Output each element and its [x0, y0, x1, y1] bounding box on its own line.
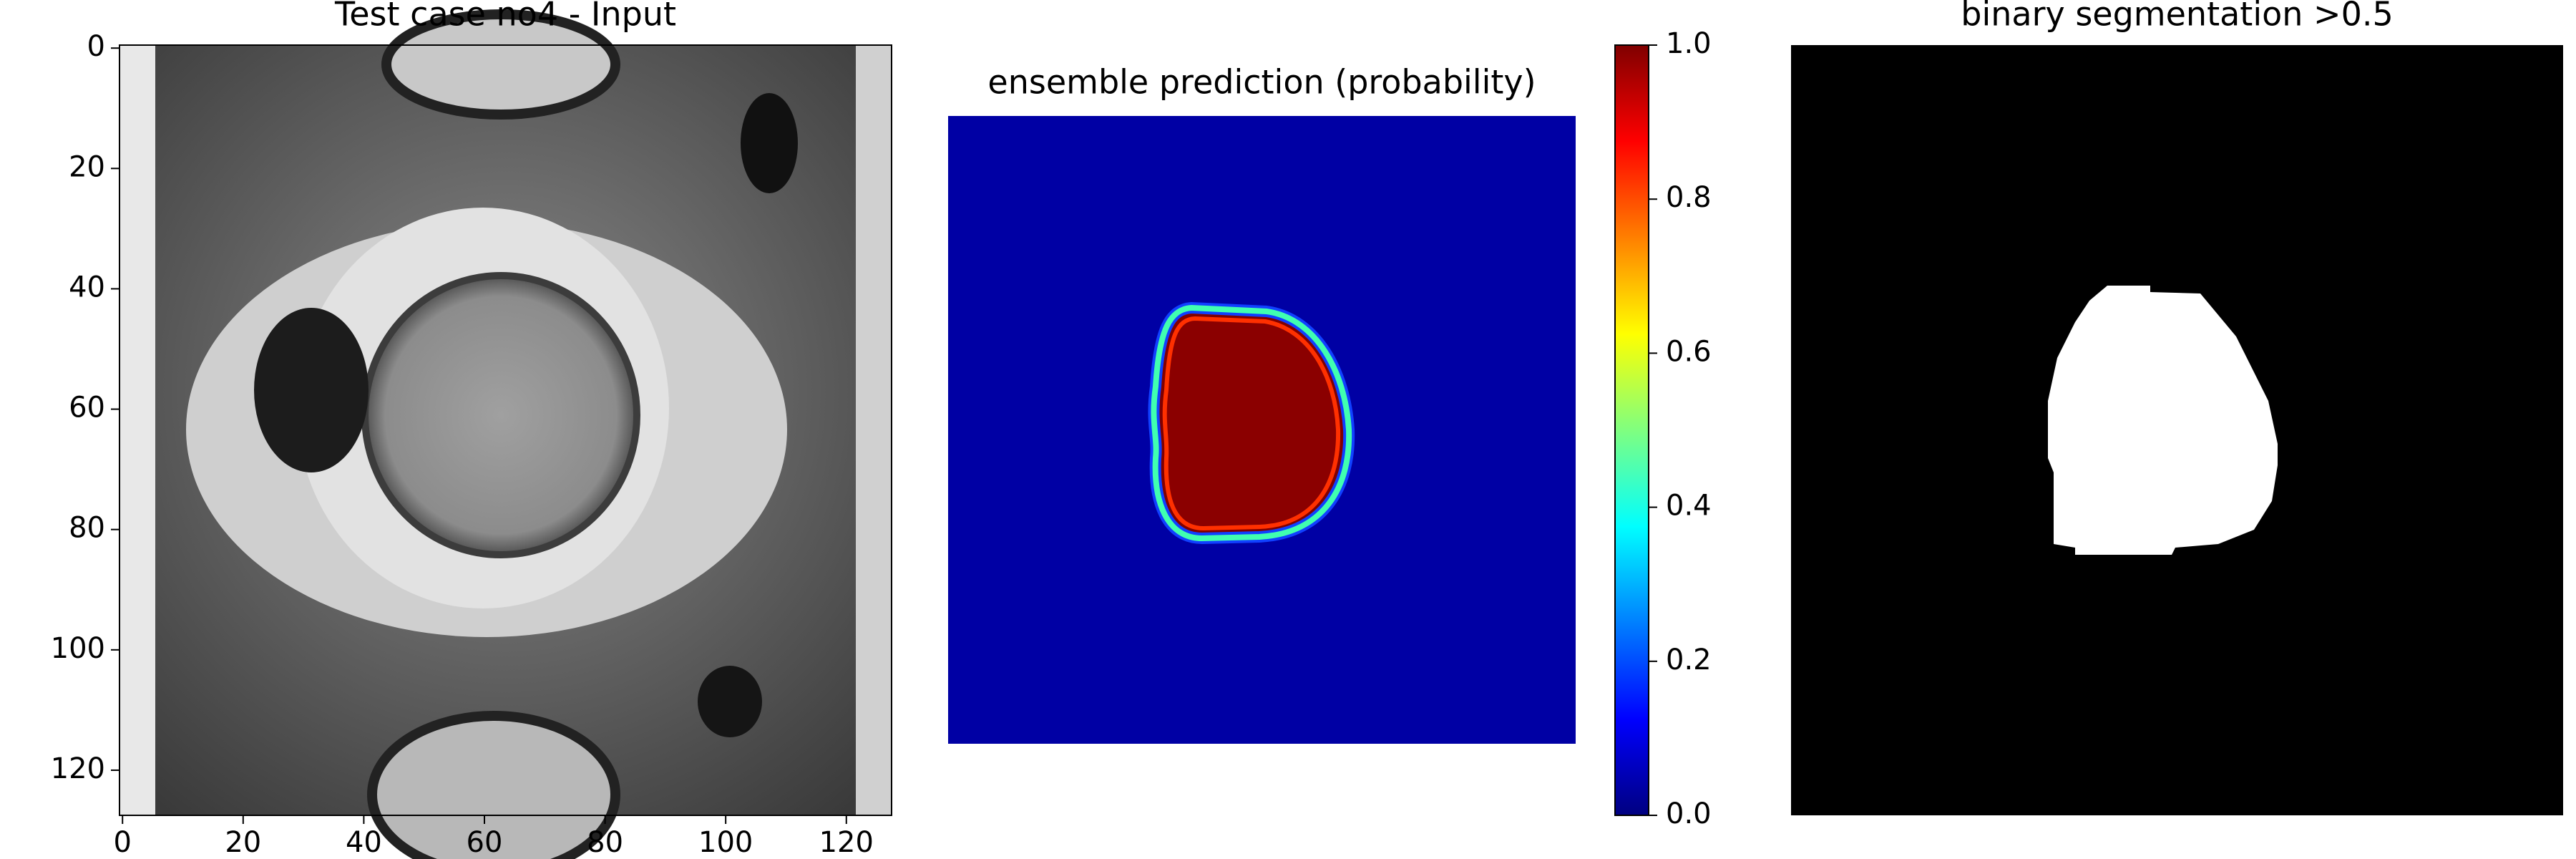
x-tick-label: 60	[467, 826, 503, 859]
binary-mask	[1791, 45, 2563, 815]
x-tick-label: 40	[346, 826, 382, 859]
x-tick-label: 20	[225, 826, 261, 859]
y-tick-label: 100	[51, 632, 105, 665]
colorbar-tick-label: 0.8	[1666, 181, 1712, 214]
x-tick-label: 80	[587, 826, 623, 859]
x-tick-label: 0	[113, 826, 131, 859]
colorbar-tick-label: 0.4	[1666, 490, 1712, 523]
y-tick-label: 40	[69, 271, 105, 304]
probability-map	[948, 116, 1576, 744]
chart-title: binary segmentation >0.5	[1961, 0, 2393, 34]
y-tick-label: 0	[87, 30, 105, 63]
x-tick-label: 100	[698, 826, 753, 859]
y-tick-label: 20	[69, 150, 105, 183]
x-tick-label: 120	[819, 826, 874, 859]
chart-title: Test case no4 - Input	[334, 0, 676, 34]
colorbar-tick-label: 0.0	[1666, 797, 1712, 830]
y-tick-label: 60	[69, 392, 105, 424]
colorbar-tick-label: 0.2	[1666, 644, 1712, 676]
y-tick-label: 80	[69, 512, 105, 545]
mri-image	[119, 9, 892, 859]
colorbar	[1614, 44, 1649, 816]
chart-title: ensemble prediction (probability)	[987, 63, 1536, 102]
colorbar-tick-label: 1.0	[1666, 27, 1712, 60]
y-tick-label: 120	[51, 752, 105, 785]
colorbar-tick-label: 0.6	[1666, 335, 1712, 368]
